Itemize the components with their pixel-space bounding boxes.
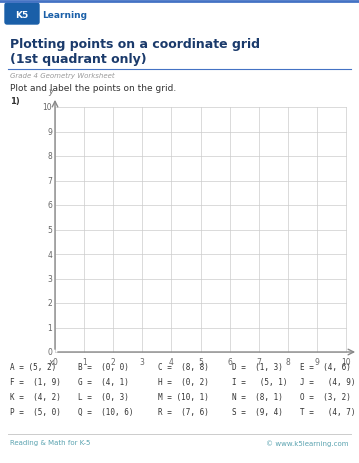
Text: x: x (48, 357, 53, 366)
Text: 9: 9 (47, 128, 52, 137)
Text: Grade 4 Geometry Worksheet: Grade 4 Geometry Worksheet (10, 73, 115, 79)
Text: 10: 10 (42, 103, 52, 112)
Text: (1st quadrant only): (1st quadrant only) (10, 53, 146, 66)
Text: K5: K5 (15, 12, 29, 20)
Text: Plotting points on a coordinate grid: Plotting points on a coordinate grid (10, 38, 260, 51)
Text: P =  (5, 0): P = (5, 0) (10, 407, 61, 416)
Text: 4: 4 (47, 250, 52, 259)
Text: 5: 5 (198, 357, 203, 366)
Text: C =  (8, 8): C = (8, 8) (158, 362, 209, 371)
FancyBboxPatch shape (5, 4, 39, 25)
Text: E =  (4, 6): E = (4, 6) (300, 362, 351, 371)
Text: I =   (5, 1): I = (5, 1) (232, 377, 288, 386)
Text: K =  (4, 2): K = (4, 2) (10, 392, 61, 401)
Text: 2: 2 (111, 357, 116, 366)
Text: 1: 1 (82, 357, 87, 366)
Text: Q =  (10, 6): Q = (10, 6) (78, 407, 134, 416)
Text: 8: 8 (285, 357, 290, 366)
Text: Plot and label the points on the grid.: Plot and label the points on the grid. (10, 84, 176, 93)
Text: A = (5, 2): A = (5, 2) (10, 362, 56, 371)
Text: 10: 10 (341, 357, 351, 366)
Text: 3: 3 (140, 357, 145, 366)
Text: T =   (4, 7): T = (4, 7) (300, 407, 355, 416)
Text: B =  (0, 0): B = (0, 0) (78, 362, 129, 371)
Text: 8: 8 (47, 152, 52, 161)
Text: H =  (0, 2): H = (0, 2) (158, 377, 209, 386)
Text: 1): 1) (10, 97, 20, 106)
Text: G =  (4, 1): G = (4, 1) (78, 377, 129, 386)
Text: L =  (0, 3): L = (0, 3) (78, 392, 129, 401)
Text: 0: 0 (47, 348, 52, 357)
Text: Learning: Learning (42, 12, 87, 20)
Text: 9: 9 (314, 357, 320, 366)
Text: O =  (3, 2): O = (3, 2) (300, 392, 351, 401)
Text: J =   (4, 9): J = (4, 9) (300, 377, 355, 386)
Text: S =  (9, 4): S = (9, 4) (232, 407, 283, 416)
Text: M = (10, 1): M = (10, 1) (158, 392, 209, 401)
Text: F =  (1, 9): F = (1, 9) (10, 377, 61, 386)
Text: 4: 4 (169, 357, 174, 366)
Text: 1: 1 (47, 323, 52, 332)
Text: N =  (8, 1): N = (8, 1) (232, 392, 283, 401)
Text: 5: 5 (47, 225, 52, 234)
Text: 7: 7 (256, 357, 261, 366)
Text: y: y (48, 87, 53, 96)
Text: 6: 6 (47, 201, 52, 210)
Text: D =  (1, 3): D = (1, 3) (232, 362, 283, 371)
Text: R =  (7, 6): R = (7, 6) (158, 407, 209, 416)
Text: 3: 3 (47, 275, 52, 283)
Text: 2: 2 (47, 299, 52, 308)
Text: 0: 0 (52, 357, 57, 366)
Text: 7: 7 (47, 176, 52, 186)
Text: © www.k5learning.com: © www.k5learning.com (266, 439, 349, 446)
Text: 6: 6 (227, 357, 232, 366)
Text: Reading & Math for K-5: Reading & Math for K-5 (10, 439, 90, 445)
